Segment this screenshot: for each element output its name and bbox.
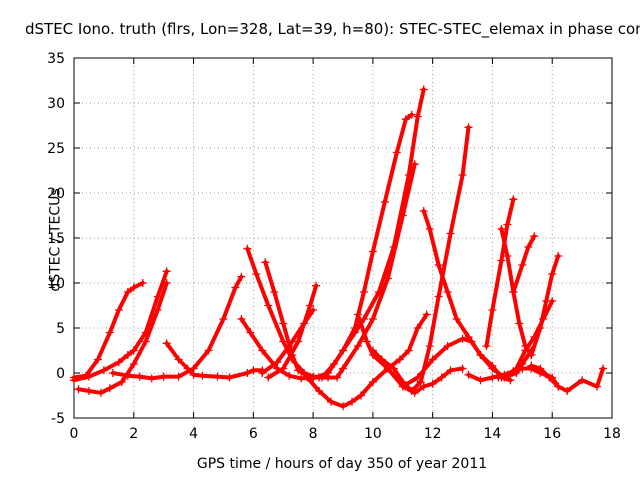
- data-point: [515, 320, 523, 328]
- y-tick-label: -5: [51, 411, 65, 427]
- data-point: [482, 342, 490, 350]
- x-tick-label: 16: [543, 426, 561, 442]
- x-tick-label: 10: [364, 426, 382, 442]
- x-tick-label: 8: [309, 426, 318, 442]
- y-tick-label: 25: [47, 141, 65, 157]
- data-point: [509, 195, 517, 203]
- data-point: [136, 373, 144, 381]
- series-21: [509, 232, 538, 296]
- data-point: [199, 372, 207, 380]
- data-point: [414, 113, 422, 121]
- y-axis-label: dSTEC / TECUs: [48, 188, 64, 291]
- x-tick-label: 12: [424, 426, 442, 442]
- x-axis-label: GPS time / hours of day 350 of year 2011: [197, 456, 487, 472]
- data-point: [459, 365, 467, 373]
- data-point: [225, 374, 233, 382]
- data-point: [109, 369, 117, 377]
- data-point: [459, 171, 467, 179]
- data-point: [447, 230, 455, 238]
- series-group: [70, 86, 607, 411]
- data-point: [213, 373, 221, 381]
- axis-ticks: 0 2 4 6 8 10 12 14 16 18 -5 0 5 10 15 20 25 30 35: [47, 51, 621, 442]
- series-line: [373, 127, 469, 391]
- y-tick-label: 30: [47, 96, 65, 112]
- data-point: [426, 342, 434, 350]
- series-2: [70, 267, 171, 384]
- y-tick-label: 0: [56, 366, 65, 382]
- data-point: [369, 248, 377, 256]
- series-line: [513, 236, 534, 292]
- x-tick-label: 0: [70, 426, 79, 442]
- data-point: [435, 293, 443, 301]
- series-13: [318, 86, 428, 382]
- x-tick-label: 18: [603, 426, 621, 442]
- x-tick-label: 14: [484, 426, 502, 442]
- x-tick-label: 4: [189, 426, 198, 442]
- x-tick-label: 2: [129, 426, 138, 442]
- x-tick-label: 6: [249, 426, 258, 442]
- data-point: [85, 387, 93, 395]
- series-15: [369, 123, 473, 395]
- y-tick-label: 5: [56, 321, 65, 337]
- data-point: [420, 86, 428, 94]
- data-point: [360, 288, 368, 296]
- data-point: [74, 385, 82, 393]
- data-point: [497, 257, 505, 265]
- data-point: [381, 198, 389, 206]
- data-point: [148, 374, 156, 382]
- data-point: [488, 306, 496, 314]
- series-11: [303, 311, 431, 411]
- series-line: [531, 256, 558, 355]
- data-point: [503, 221, 511, 229]
- chart-title: dSTEC Iono. truth (flrs, Lon=328, Lat=39…: [25, 20, 640, 38]
- y-tick-label: 35: [47, 51, 65, 67]
- data-point: [160, 373, 168, 381]
- data-point: [465, 123, 473, 131]
